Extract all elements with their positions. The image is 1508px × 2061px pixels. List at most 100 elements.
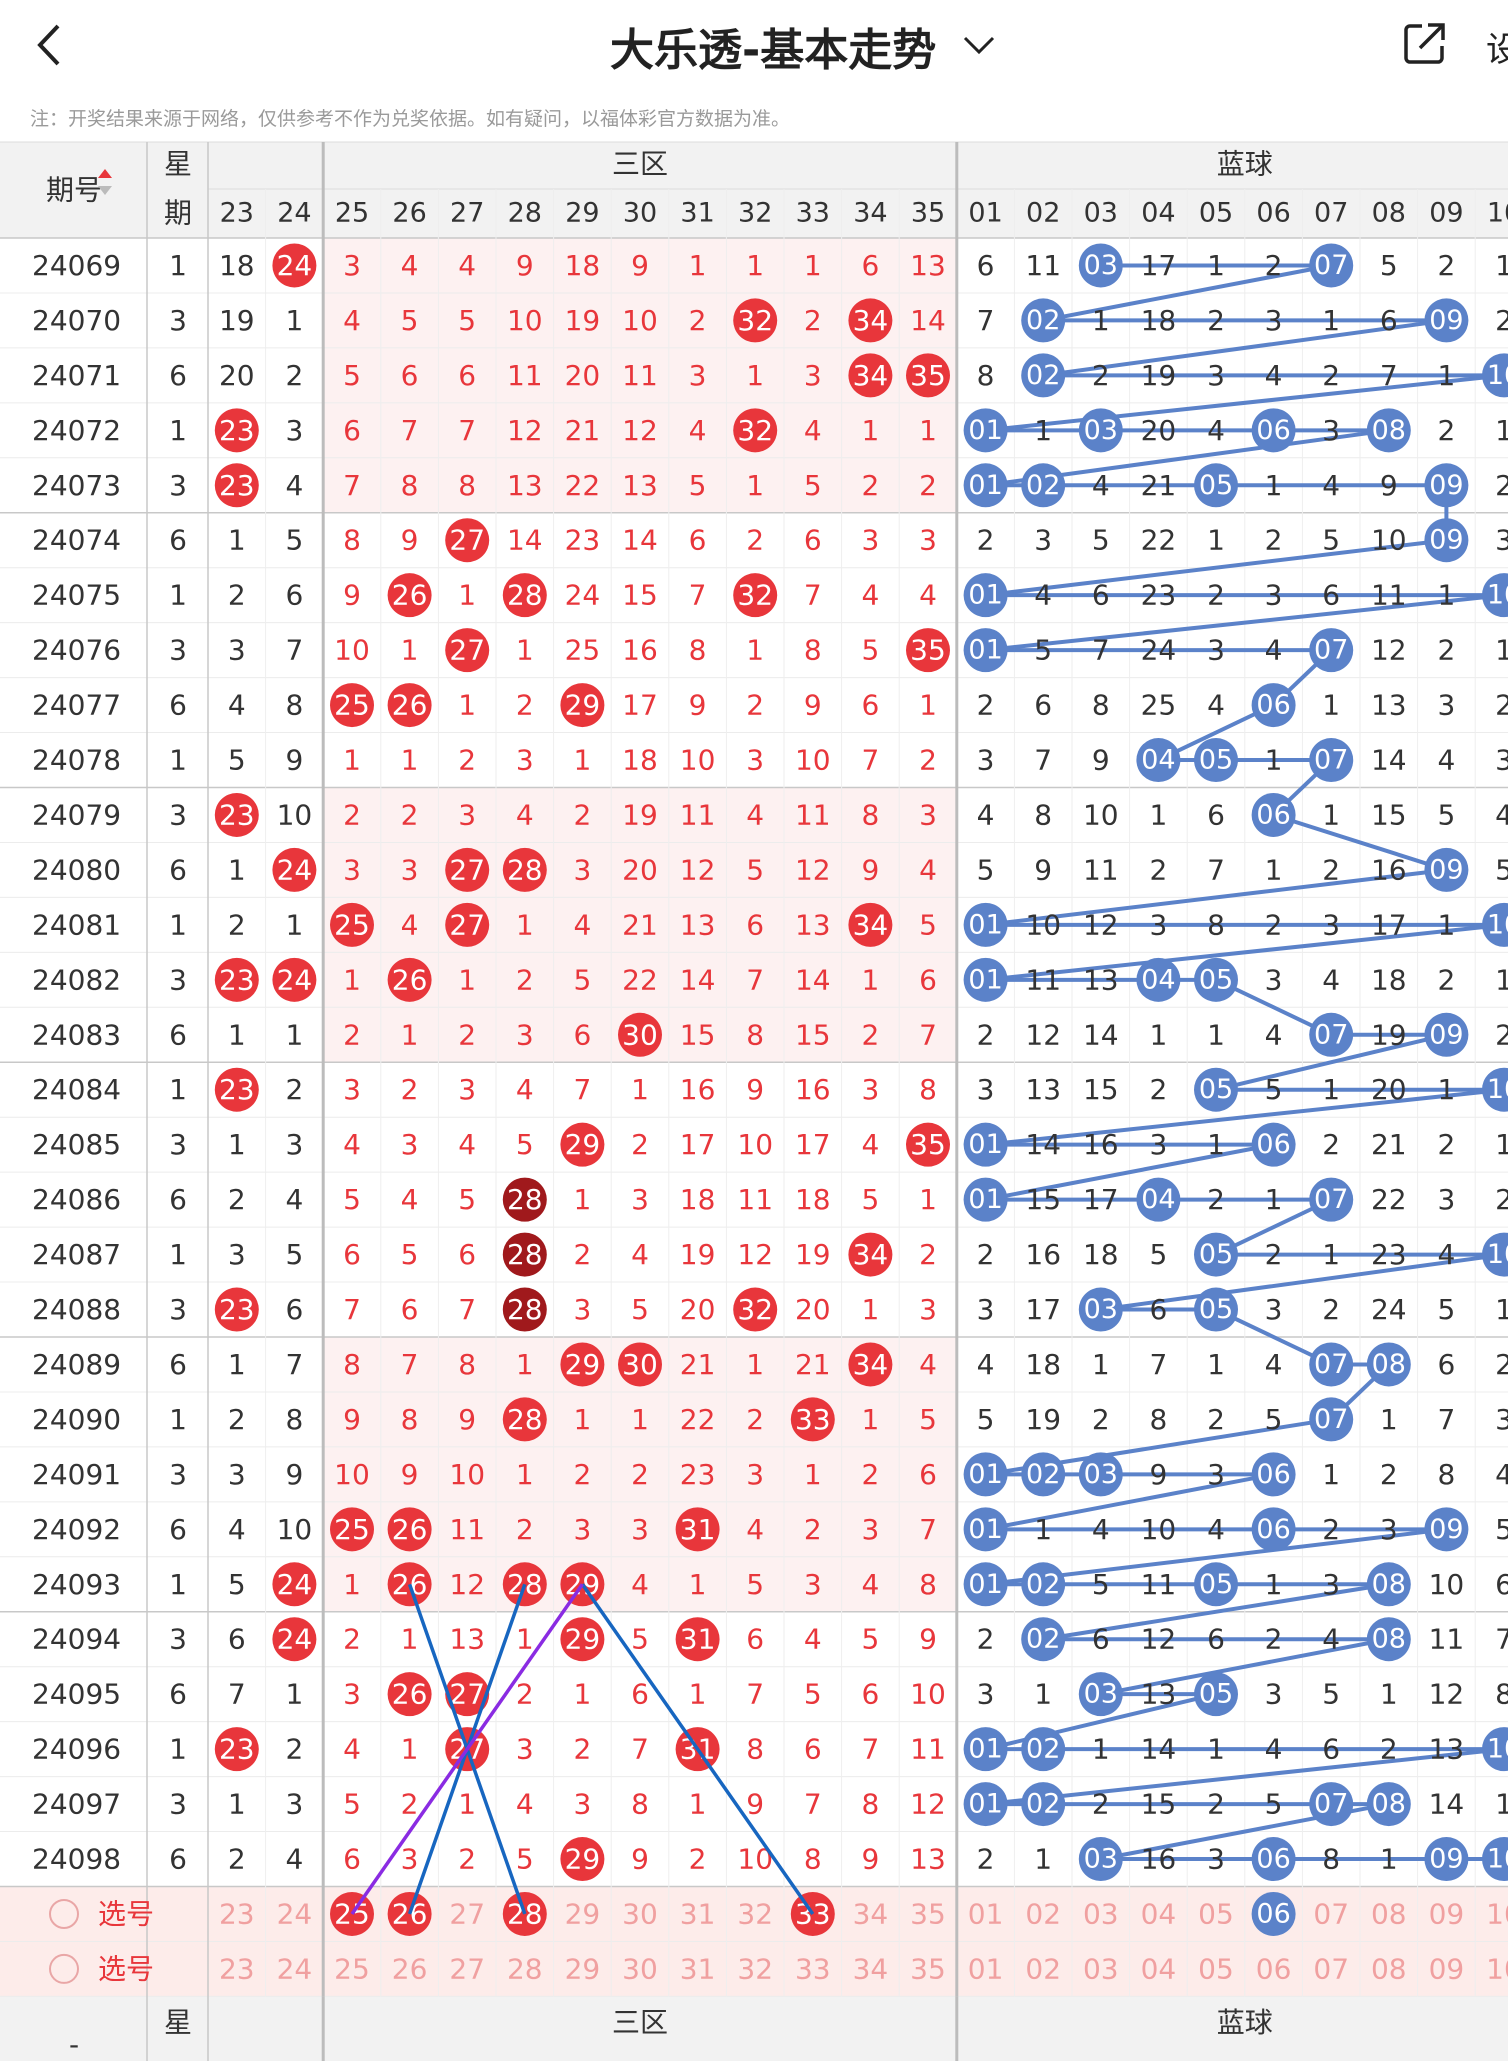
- blue-ball-number: 03: [1084, 1844, 1118, 1875]
- select-front-option[interactable]: 32: [737, 1897, 773, 1930]
- front-miss: 6: [861, 1678, 879, 1711]
- blue-miss: 7: [1207, 853, 1225, 886]
- select-blue-option[interactable]: 09: [1429, 1897, 1465, 1930]
- blue-ball: [1482, 353, 1508, 398]
- select-front-option[interactable]: 27: [449, 1952, 485, 1985]
- select-blue-option[interactable]: 10: [1486, 1952, 1508, 1985]
- blue-miss: 2: [1437, 634, 1455, 667]
- select-blue-option[interactable]: 07: [1313, 1897, 1349, 1930]
- week-day: 6: [169, 1348, 187, 1381]
- front-miss: 3: [228, 1238, 246, 1271]
- select-blue-option[interactable]: 07: [1313, 1952, 1349, 1985]
- front-ball: [330, 1507, 374, 1552]
- front-miss: 3: [458, 1073, 476, 1106]
- share-icon[interactable]: [1400, 20, 1448, 68]
- select-label[interactable]: 选号: [98, 1897, 154, 1930]
- select-front-option[interactable]: 30: [622, 1952, 658, 1985]
- blue-ball: [963, 1507, 1008, 1552]
- select-front-option[interactable]: 31: [680, 1952, 716, 1985]
- select-blue-option[interactable]: 10: [1486, 1897, 1508, 1930]
- blue-miss: 5: [1034, 634, 1052, 667]
- front-col-header: 33: [796, 198, 830, 229]
- front-miss: 1: [228, 853, 246, 886]
- issue-number: 24091: [32, 1458, 121, 1491]
- select-front-option[interactable]: 26: [392, 1952, 428, 1985]
- select-front-option[interactable]: 32: [737, 1952, 773, 1985]
- select-blue-option[interactable]: 04: [1141, 1952, 1177, 1985]
- chevron-down-icon[interactable]: [962, 32, 996, 58]
- blue-miss: 3: [1495, 524, 1508, 557]
- select-blue-option[interactable]: 04: [1141, 1897, 1177, 1930]
- zone-band: [323, 512, 957, 788]
- front-miss: 4: [804, 1623, 822, 1656]
- blue-ball-number: 01: [968, 909, 1002, 940]
- front-miss: 8: [861, 798, 879, 831]
- blue-ball-number: 08: [1372, 1349, 1406, 1380]
- select-front-option[interactable]: 34: [853, 1952, 889, 1985]
- select-front-option[interactable]: 35: [910, 1952, 946, 1985]
- front-miss: 6: [689, 524, 707, 557]
- select-front-option[interactable]: 29: [565, 1897, 601, 1930]
- sort-up-icon[interactable]: [98, 169, 112, 178]
- front-miss: 3: [919, 524, 937, 557]
- blue-ball: [1194, 1672, 1238, 1717]
- selected-blue-number[interactable]: 06: [1256, 1898, 1290, 1929]
- blue-ball-number: 01: [968, 635, 1002, 666]
- select-front-option[interactable]: 35: [910, 1897, 946, 1930]
- front-ball-number: 25: [334, 908, 370, 941]
- settings-label[interactable]: 设: [1486, 30, 1508, 70]
- select-label[interactable]: 选号: [98, 1952, 154, 1985]
- blue-ball: [1021, 353, 1066, 398]
- select-front-option[interactable]: 33: [795, 1952, 831, 1985]
- select-blue-option[interactable]: 08: [1371, 1952, 1407, 1985]
- select-front-option[interactable]: 25: [334, 1952, 370, 1985]
- select-front-option[interactable]: 23: [219, 1897, 255, 1930]
- front-ball: [387, 957, 432, 1002]
- front-miss: 6: [401, 1293, 419, 1326]
- select-blue-option[interactable]: 05: [1198, 1952, 1234, 1985]
- select-blue-option[interactable]: 06: [1256, 1952, 1292, 1985]
- select-radio[interactable]: [49, 1953, 79, 1984]
- blue-ball: [1424, 1837, 1469, 1882]
- issue-header[interactable]: 期号: [46, 174, 102, 207]
- front-miss: 8: [343, 524, 361, 557]
- select-front-option[interactable]: 30: [622, 1897, 658, 1930]
- select-front-option[interactable]: 31: [680, 1897, 716, 1930]
- zone-band: [323, 1611, 957, 1887]
- selected-blue-ball[interactable]: [1251, 1891, 1296, 1936]
- blue-miss: 14: [1083, 1018, 1119, 1051]
- blue-miss: 3: [1437, 689, 1455, 722]
- back-arrow-icon[interactable]: [30, 22, 70, 68]
- select-blue-option[interactable]: 03: [1083, 1897, 1119, 1930]
- sort-down-icon[interactable]: [98, 186, 112, 195]
- select-blue-option[interactable]: 03: [1083, 1952, 1119, 1985]
- select-radio[interactable]: [49, 1898, 79, 1929]
- blue-ball-number: 10: [1487, 1239, 1508, 1270]
- blue-ball-number: 06: [1256, 1459, 1290, 1490]
- select-blue-option[interactable]: 08: [1371, 1897, 1407, 1930]
- blue-ball-number: 01: [968, 580, 1002, 611]
- select-front-option[interactable]: 28: [507, 1952, 543, 1985]
- select-blue-option[interactable]: 09: [1429, 1952, 1465, 1985]
- select-blue-option[interactable]: 01: [968, 1952, 1004, 1985]
- select-blue-option[interactable]: 02: [1025, 1897, 1061, 1930]
- select-blue-option[interactable]: 01: [968, 1897, 1004, 1930]
- select-blue-option[interactable]: 02: [1025, 1952, 1061, 1985]
- select-front-option[interactable]: 34: [853, 1897, 889, 1930]
- select-front-option[interactable]: 24: [277, 1952, 313, 1985]
- select-blue-option[interactable]: 05: [1198, 1897, 1234, 1930]
- blue-ball: [1424, 298, 1469, 343]
- select-front-option[interactable]: 29: [565, 1952, 601, 1985]
- select-front-option[interactable]: 27: [449, 1897, 485, 1930]
- blue-ball: [1424, 518, 1469, 563]
- front-miss: 2: [285, 1073, 303, 1106]
- front-ball: [560, 1122, 605, 1167]
- front-miss: 3: [573, 1293, 591, 1326]
- select-front-option[interactable]: 23: [219, 1952, 255, 1985]
- front-miss: 4: [689, 414, 707, 447]
- front-ball: [387, 1672, 432, 1717]
- front-miss: 18: [795, 1183, 831, 1216]
- blue-miss: 15: [1371, 798, 1407, 831]
- select-front-option[interactable]: 24: [277, 1897, 313, 1930]
- blue-miss: 5: [1322, 1678, 1340, 1711]
